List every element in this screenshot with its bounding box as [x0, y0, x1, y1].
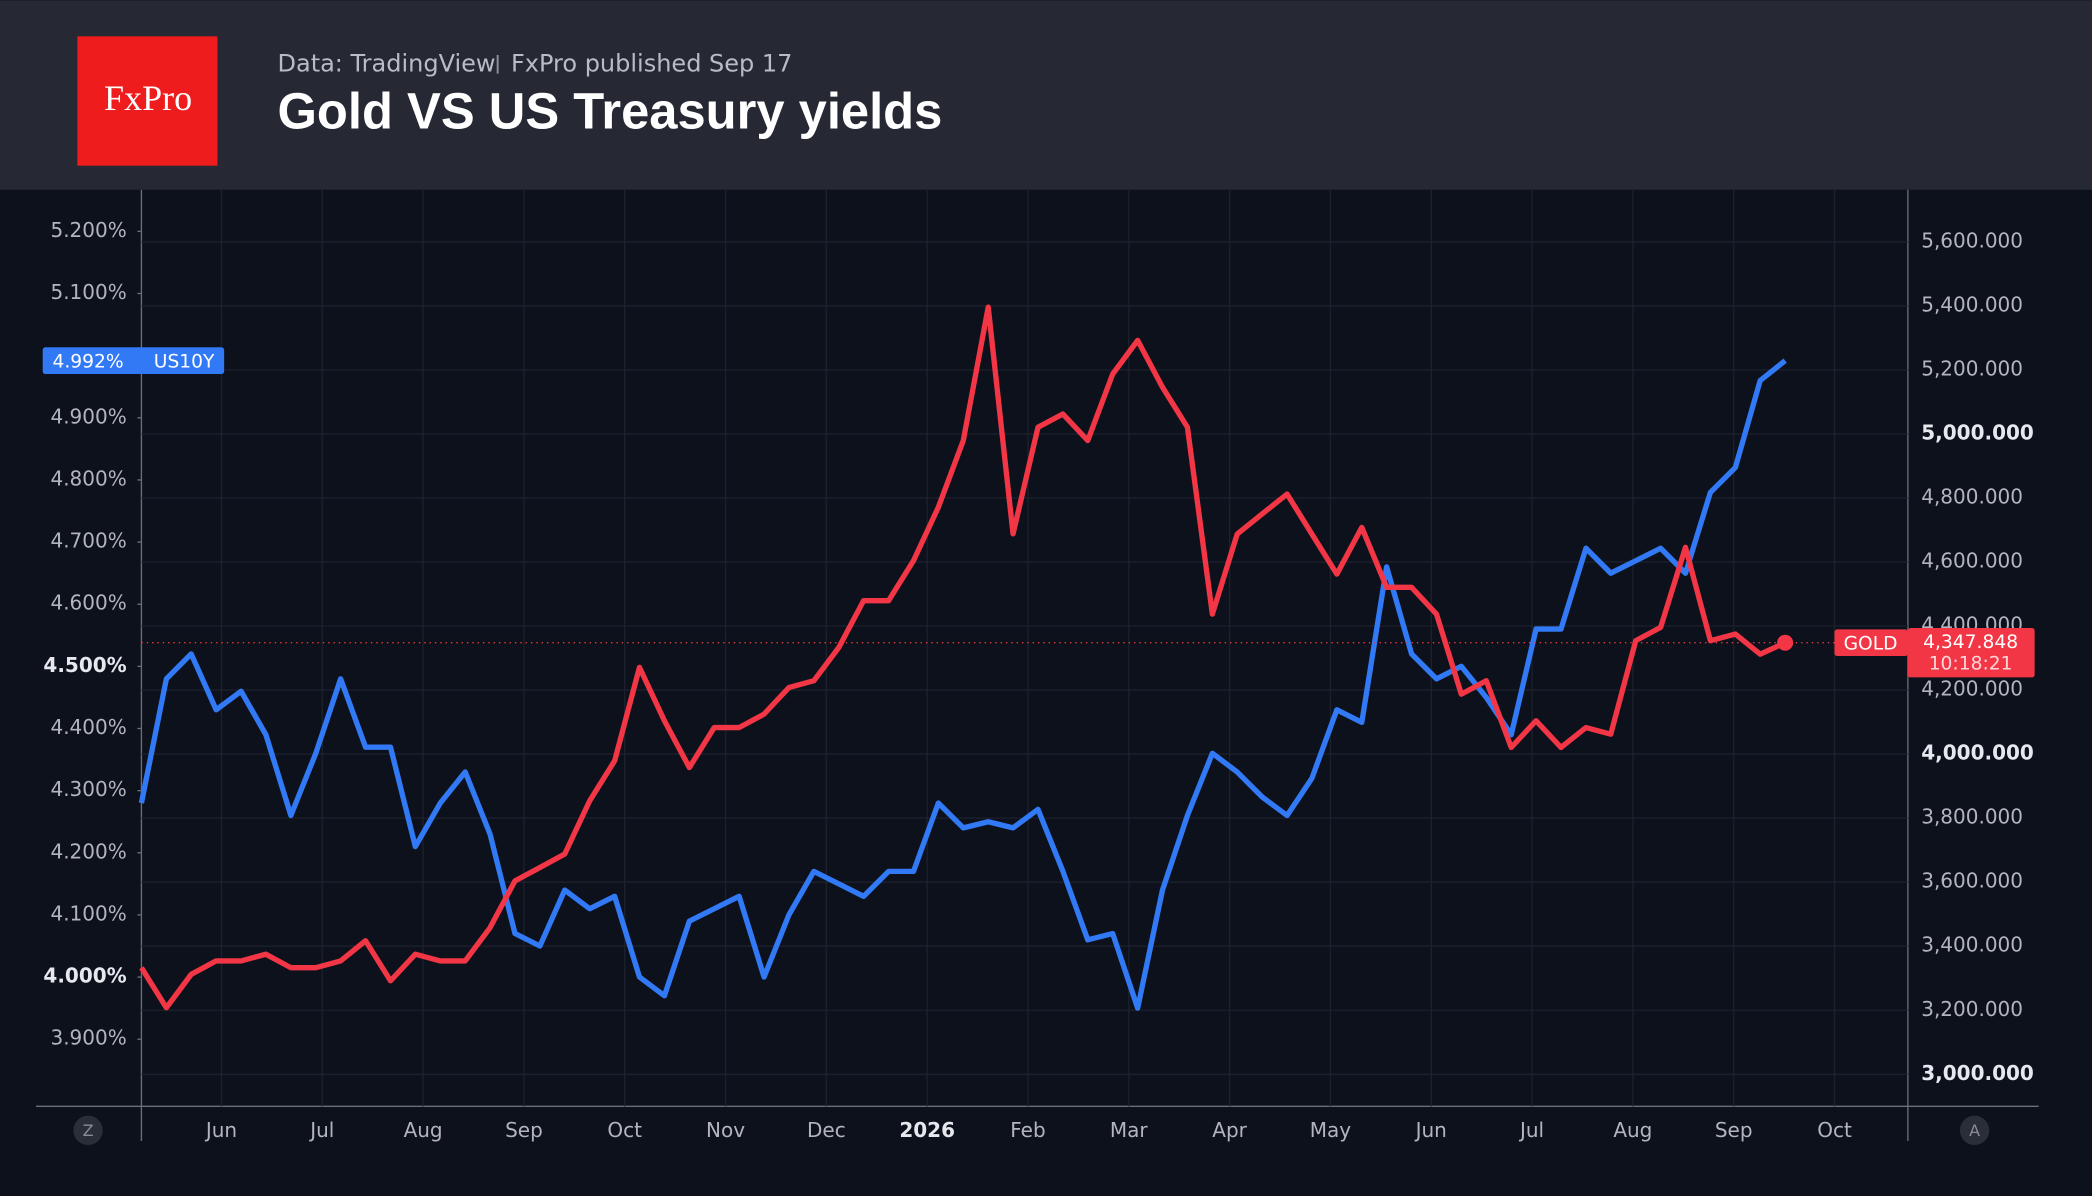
value-badge	[42, 347, 225, 374]
y-tick-label: 3.900%	[50, 1026, 126, 1050]
x-tick-label: Jun	[1414, 1118, 1447, 1142]
y2-tick-label: 5,400.000	[1921, 292, 2023, 316]
y2-tick-label: 4,200.000	[1921, 677, 2023, 701]
x-tick-label: Oct	[1817, 1118, 1852, 1142]
x-tick-label: Apr	[1212, 1118, 1247, 1142]
y-tick-label: 4.700%	[50, 529, 126, 553]
y-tick-label: 4.200%	[50, 839, 126, 863]
x-tick-label: 2026	[899, 1118, 955, 1142]
y2-tick-label: 5,200.000	[1921, 356, 2023, 380]
last-value: 4.992%	[52, 351, 123, 372]
last-value: 4,347.848	[1923, 632, 2018, 653]
y-tick-label: 5.100%	[50, 280, 126, 304]
y2-tick-label: 3,600.000	[1921, 869, 2023, 893]
y-tick-label: 4.800%	[50, 466, 126, 490]
y2-tick-label: 4,000.000	[1921, 741, 2034, 765]
y-tick-label: 4.100%	[50, 901, 126, 925]
y-tick-label: 4.400%	[50, 715, 126, 739]
y-tick-label: 4.300%	[50, 777, 126, 801]
y-tick-label: 4.500%	[43, 653, 126, 677]
y2-tick-label: 5,600.000	[1921, 228, 2023, 252]
header-band	[0, 0, 2092, 190]
timer: 10:18:21	[1929, 654, 2013, 675]
logo: FxPro	[104, 78, 192, 118]
line	[138, 358, 1787, 1011]
x-tick-label: Jul	[308, 1118, 334, 1142]
button[interactable]	[1959, 1115, 1990, 1146]
button-label[interactable]: Z	[83, 1121, 94, 1140]
x-tick-label: May	[1310, 1118, 1352, 1142]
source: Data: TradingView	[278, 49, 496, 77]
chart-title: Gold VS US Treasury yields	[278, 82, 943, 139]
published: FxPro published Sep 17	[511, 49, 792, 77]
x-tick-label: Aug	[404, 1118, 443, 1142]
button-label[interactable]: A	[1969, 1121, 1980, 1140]
x-tick-label: Mar	[1110, 1118, 1149, 1142]
y2-tick-label: 4,800.000	[1921, 484, 2023, 508]
series-name: GOLD	[1844, 634, 1898, 655]
y2-tick-label: 3,200.000	[1921, 997, 2023, 1021]
name-badge	[1834, 629, 1908, 657]
y-tick-label: 4.600%	[50, 591, 126, 615]
x-tick-label: Dec	[807, 1118, 846, 1142]
y-tick-label: 4.000%	[43, 964, 126, 988]
x-tick-label: Oct	[607, 1118, 642, 1142]
y2-tick-label: 3,800.000	[1921, 805, 2023, 829]
logo-box	[77, 36, 218, 166]
y2-tick-label: 4,600.000	[1921, 548, 2023, 572]
x-tick-label: Nov	[706, 1118, 745, 1142]
y2-tick-label: 3,400.000	[1921, 933, 2023, 957]
x-tick-label: Jul	[1518, 1118, 1544, 1142]
line	[139, 304, 1787, 1011]
x-tick-label: Sep	[505, 1118, 543, 1142]
button[interactable]	[73, 1115, 103, 1146]
value-badge	[1907, 628, 2035, 678]
y2-tick-label: 3,000.000	[1921, 1061, 2034, 1085]
y2-tick-label: 5,000.000	[1921, 420, 2034, 444]
series-name: US10Y	[154, 351, 215, 372]
y-tick-label: 5.200%	[50, 218, 126, 242]
y-tick-label: 4.900%	[50, 404, 126, 428]
last-point	[1777, 634, 1794, 651]
x-tick-label: Feb	[1010, 1118, 1045, 1142]
x-tick-label: Jun	[204, 1118, 237, 1142]
x-tick-label: Sep	[1715, 1118, 1753, 1142]
x-tick-label: Aug	[1613, 1118, 1652, 1142]
